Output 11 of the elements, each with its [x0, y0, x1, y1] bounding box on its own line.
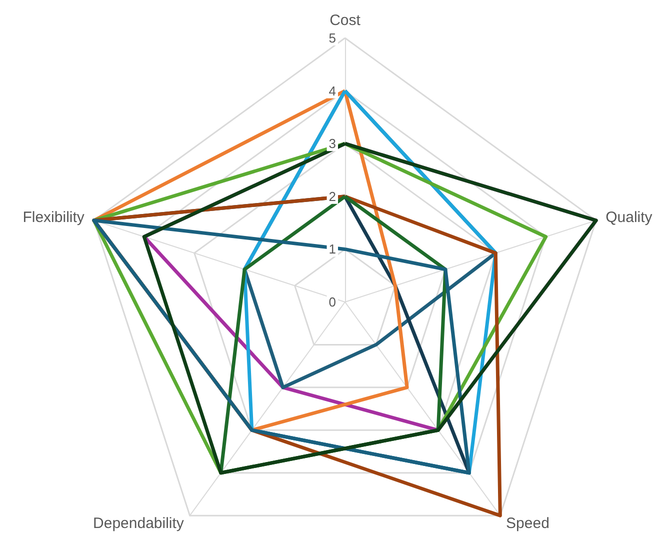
spoke-label: Speed	[506, 515, 550, 532]
y-tick-label: 4	[328, 83, 336, 98]
y-tick-label: 3	[328, 136, 336, 152]
spoke-label: Quality	[606, 208, 653, 226]
y-tick-label: 0	[328, 294, 336, 310]
spoke-label: Cost	[330, 12, 362, 29]
y-tick-label: 2	[328, 188, 336, 204]
spoke-label: Flexibility	[22, 208, 85, 226]
y-tick-label: 5	[328, 30, 336, 46]
y-tick-label: 1	[328, 242, 336, 257]
spoke-label: Dependability	[93, 515, 184, 532]
